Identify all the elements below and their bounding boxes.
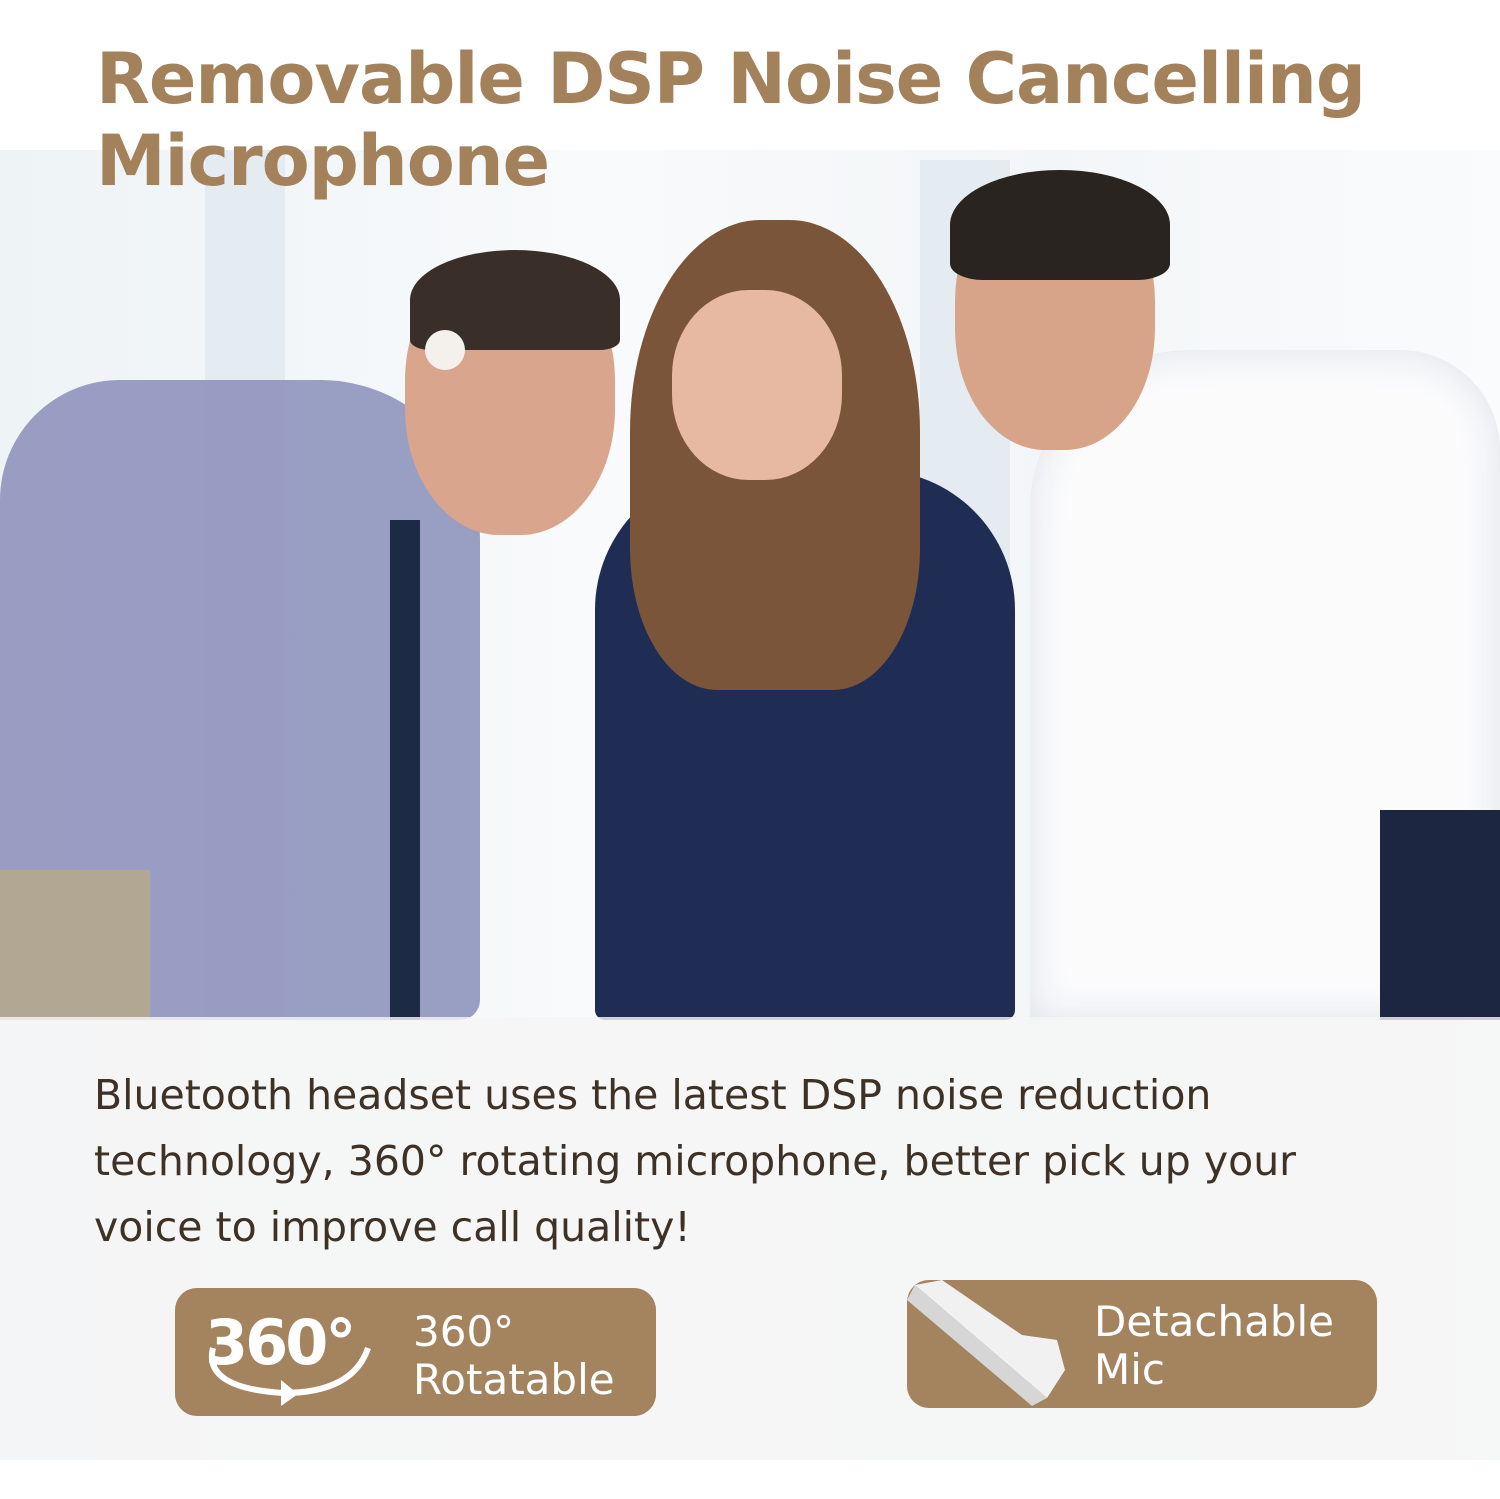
- rotate-360-icon-text: 360°: [205, 1306, 356, 1379]
- headset-earpiece: [425, 330, 465, 370]
- badge-label-line-1: Detachable: [1094, 1297, 1335, 1346]
- badge-label-line-2: Rotatable: [413, 1355, 615, 1404]
- woman-face: [672, 290, 842, 480]
- title-line-2: Microphone: [96, 120, 550, 202]
- badge-label-line-2: Mic: [1094, 1345, 1165, 1394]
- badge-360-rotatable: 360° 360° Rotatable: [175, 1288, 656, 1416]
- badge-label-line-1: 360°: [413, 1307, 515, 1356]
- rotate-arrow-icon: [208, 1346, 371, 1406]
- hair: [950, 170, 1170, 280]
- trousers: [1380, 810, 1500, 1020]
- description: Bluetooth headset uses the latest DSP no…: [94, 1071, 1297, 1251]
- page-title: Removable DSP Noise Cancelling Microphon…: [96, 38, 1366, 202]
- tie: [390, 520, 420, 1020]
- trousers: [0, 870, 150, 1020]
- badge-detachable-mic: Detachable Mic: [907, 1280, 1377, 1408]
- office-photo: [0, 150, 1500, 1460]
- microphone-boom-icon: [907, 1280, 1065, 1406]
- title-line-1: Removable DSP Noise Cancelling: [96, 38, 1366, 120]
